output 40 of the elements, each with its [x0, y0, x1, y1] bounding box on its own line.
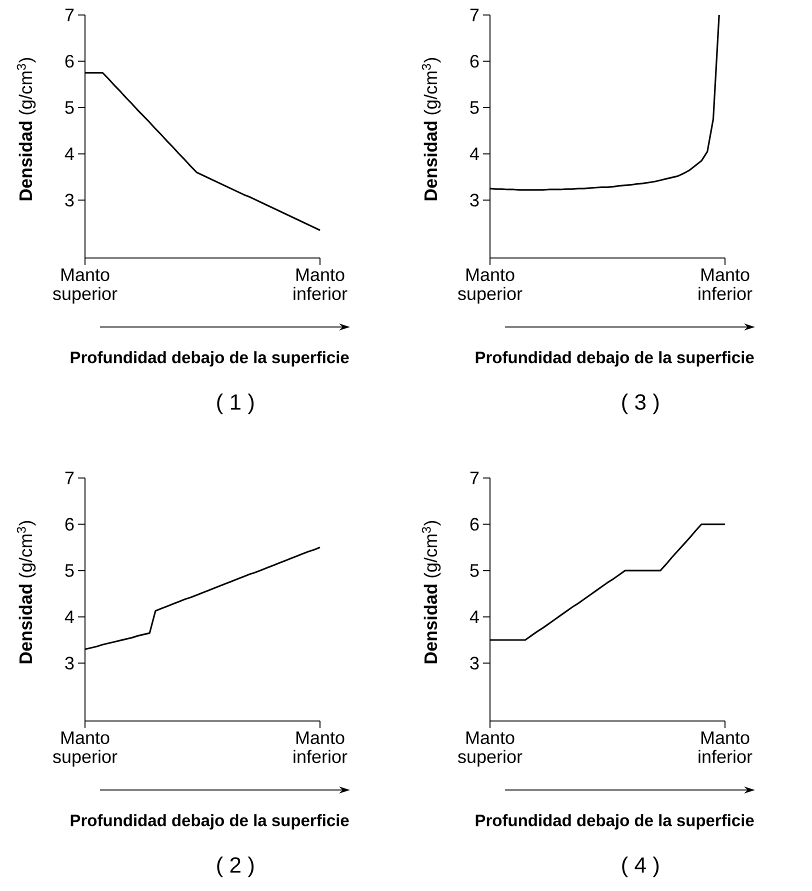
y-tick-label: 7	[470, 8, 479, 22]
x-tick-label: Manto superior	[458, 732, 522, 767]
x-axis-title: Profundidad debajo de la superficie	[70, 814, 349, 830]
y-tick-label: 3	[470, 194, 479, 206]
y-tick-label: 4	[470, 610, 479, 624]
y-axis-title: Densidad (g/cm$^{3}$)	[16, 58, 36, 200]
y-tick-label: 6	[470, 54, 479, 68]
y-tick-label: 6	[65, 54, 74, 68]
y-tick-label: 7	[65, 8, 74, 22]
y-tick-label: 5	[470, 564, 479, 577]
text: ( 4 )	[622, 856, 659, 878]
x-tick-label: Manto inferior	[698, 268, 752, 300]
y-tick-label: 6	[65, 518, 74, 531]
y-tick-label: 7	[65, 472, 74, 484]
x-axis-title: Profundidad debajo de la superficie	[476, 814, 754, 830]
y-tick-label: 4	[470, 148, 479, 160]
y-tick-label: 3	[65, 656, 74, 670]
text: ( 3 )	[622, 394, 659, 414]
y-tick-label: 3	[65, 194, 74, 206]
y-tick-label: 5	[65, 564, 74, 577]
x-tick-label: Manto inferior	[294, 732, 348, 764]
y-tick-label: 4	[64, 148, 74, 160]
y-tick-label: 5	[470, 101, 479, 114]
y-axis-title: Densidad (g/cm$^{3}$)	[422, 521, 441, 664]
x-tick-label: Manto superior	[52, 732, 118, 767]
y-axis-title: Densidad (g/cm$^{3}$)	[422, 58, 441, 200]
x-tick-label: Manto superior	[52, 268, 118, 304]
x-tick-label: Manto superior	[458, 268, 522, 304]
y-tick-label: 5	[65, 101, 74, 114]
x-tick-label: Manto inferior	[698, 732, 752, 764]
y-tick-label: 7	[470, 472, 479, 484]
y-axis-title: Densidad (g/cm$^{3}$)	[16, 521, 36, 664]
x-axis-title: Profundidad debajo de la superficie	[70, 351, 349, 367]
y-tick-label: 4	[64, 610, 74, 624]
y-tick-label: 6	[470, 518, 479, 531]
x-axis-title: Profundidad debajo de la superficie	[476, 351, 754, 367]
text: ( 1 )	[217, 394, 254, 414]
x-tick-label: Manto inferior	[294, 268, 348, 300]
y-tick-label: 3	[470, 656, 479, 670]
text: ( 2 )	[217, 856, 254, 878]
